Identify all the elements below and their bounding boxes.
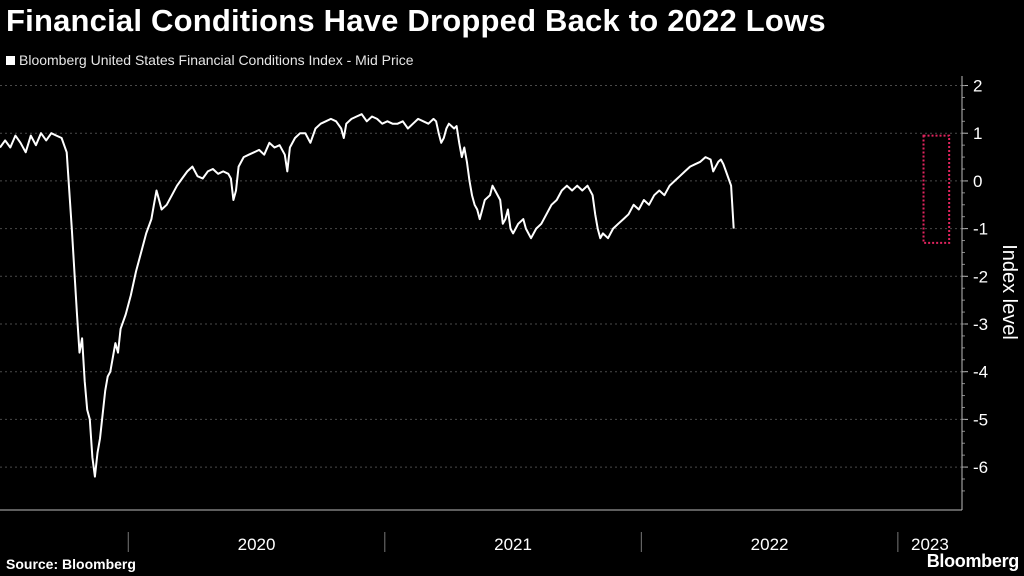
x-year-label: 2022 xyxy=(751,535,789,554)
axes xyxy=(0,76,968,552)
source-note: Source: Bloomberg xyxy=(6,556,136,572)
gridlines xyxy=(0,85,962,468)
y-tick-label: -2 xyxy=(973,267,988,286)
legend-swatch xyxy=(6,55,15,65)
y-tick-label: 0 xyxy=(973,172,982,191)
y-tick-labels: 2 1 0 -1 -2 -3 -4 -5 -6 xyxy=(973,77,988,478)
highlight-box xyxy=(922,134,951,244)
x-year-label: 2020 xyxy=(238,535,276,554)
y-tick-label: -6 xyxy=(973,458,988,477)
y-tick-label: 1 xyxy=(973,124,982,143)
x-year-label: 2023 xyxy=(911,535,949,554)
y-tick-label: -3 xyxy=(973,315,988,334)
bloomberg-logo: Bloomberg xyxy=(926,551,1020,571)
legend-label: Bloomberg United States Financial Condit… xyxy=(19,52,414,68)
x-year-label: 2021 xyxy=(494,535,532,554)
series-line xyxy=(0,113,735,478)
y-tick-label: -5 xyxy=(973,410,988,429)
legend: Bloomberg United States Financial Condit… xyxy=(6,52,414,68)
y-tick-label: -4 xyxy=(973,363,988,382)
x-axis-labels: 2020 2021 2022 2023 xyxy=(238,535,949,554)
y-axis-title: Index level xyxy=(998,244,1020,340)
y-tick-label: -1 xyxy=(973,220,988,239)
chart-title: Financial Conditions Have Dropped Back t… xyxy=(6,3,826,38)
series-layer xyxy=(0,113,735,478)
y-tick-label: 2 xyxy=(973,77,982,96)
